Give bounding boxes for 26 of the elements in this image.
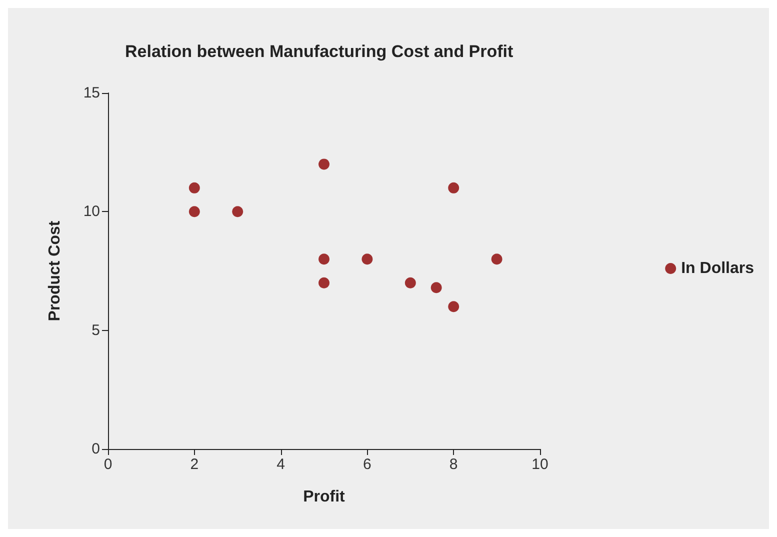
point [448, 182, 460, 194]
point [232, 206, 244, 218]
chart-title: Relation between Manufacturing Cost and Profit [125, 42, 514, 61]
x-tick-label: 6 [363, 456, 372, 473]
y-tick-label: 10 [83, 203, 100, 220]
y-tick-label: 0 [92, 440, 100, 458]
point [362, 254, 373, 265]
y-axis-title: Product Cost [46, 220, 64, 322]
x-tick-label: 8 [449, 456, 458, 473]
point [188, 206, 200, 218]
y-tick-label: 15 [83, 84, 100, 102]
point [491, 254, 502, 265]
point [318, 277, 330, 288]
y-tick-label: 5 [92, 322, 100, 339]
legend-label: In Dollars [681, 260, 754, 277]
x-tick-label: 0 [104, 456, 112, 473]
point [448, 301, 460, 312]
point [404, 277, 416, 288]
point [318, 158, 330, 170]
point [318, 254, 330, 265]
x-tick-label: 4 [276, 456, 285, 473]
x-tick-label: 10 [532, 456, 548, 473]
point [430, 282, 442, 294]
point [188, 182, 200, 194]
x-tick-label: 2 [190, 456, 199, 473]
x-axis-title: Profit [303, 488, 346, 506]
